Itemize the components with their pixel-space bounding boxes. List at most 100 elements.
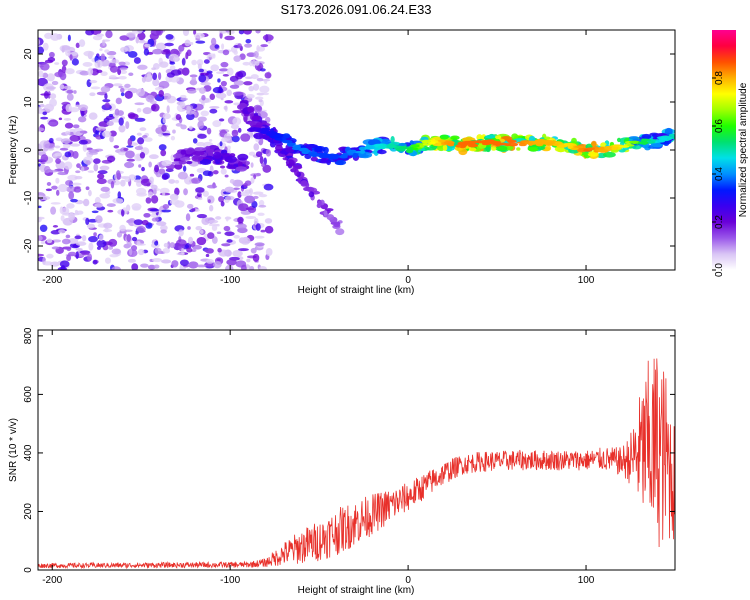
noise-blob bbox=[261, 163, 266, 168]
noise-blob bbox=[165, 168, 174, 173]
noise-blob bbox=[40, 240, 46, 245]
noise-blob bbox=[150, 30, 161, 36]
noise-blob bbox=[151, 103, 160, 112]
ridge-blob bbox=[317, 200, 323, 206]
noise-blob bbox=[201, 94, 206, 101]
noise-blob bbox=[237, 227, 248, 234]
noise-blob bbox=[195, 187, 205, 193]
noise-blob bbox=[160, 224, 168, 231]
noise-blob bbox=[104, 49, 110, 53]
ridge-blob bbox=[185, 149, 193, 155]
noise-blob bbox=[134, 145, 144, 151]
ridge-core-blob bbox=[421, 139, 432, 144]
noise-blob bbox=[79, 130, 87, 134]
noise-blob bbox=[107, 245, 114, 250]
noise-blob bbox=[226, 89, 232, 97]
x-tick-label: 0 bbox=[405, 275, 411, 286]
ridge-blob bbox=[326, 214, 335, 221]
noise-blob bbox=[77, 116, 87, 123]
noise-blob bbox=[43, 165, 51, 174]
noise-blob bbox=[168, 179, 176, 184]
noise-blob bbox=[214, 44, 220, 49]
noise-blob bbox=[258, 204, 267, 208]
noise-blob bbox=[127, 258, 136, 263]
noise-blob bbox=[230, 124, 240, 130]
noise-blob bbox=[78, 39, 86, 48]
ridge-blob bbox=[247, 106, 255, 113]
noise-blob bbox=[62, 143, 71, 149]
noise-blob bbox=[78, 139, 88, 145]
noise-blob bbox=[253, 83, 260, 91]
noise-blob bbox=[51, 185, 58, 190]
noise-blob bbox=[197, 120, 205, 129]
noise-blob bbox=[143, 137, 153, 142]
noise-blob bbox=[258, 199, 265, 207]
ridge-core-blob bbox=[556, 144, 568, 148]
noise-blob bbox=[169, 193, 179, 201]
ridge-core-blob bbox=[629, 140, 640, 144]
ridge-blob bbox=[315, 146, 326, 153]
noise-blob bbox=[242, 61, 251, 66]
noise-blob bbox=[184, 39, 191, 47]
noise-blob bbox=[96, 239, 107, 248]
noise-blob bbox=[153, 264, 160, 269]
noise-blob bbox=[237, 127, 242, 133]
noise-blob bbox=[41, 148, 48, 152]
noise-blob bbox=[225, 30, 231, 33]
noise-blob bbox=[160, 49, 171, 55]
noise-blob bbox=[168, 53, 179, 62]
noise-blob bbox=[255, 172, 262, 177]
noise-blob bbox=[141, 219, 149, 226]
ridge-core-blob bbox=[281, 139, 293, 144]
noise-blob bbox=[118, 124, 126, 133]
noise-blob bbox=[65, 234, 71, 239]
noise-blob bbox=[134, 117, 146, 122]
noise-blob bbox=[253, 143, 260, 151]
ridge-core-blob bbox=[495, 141, 502, 144]
noise-blob bbox=[240, 237, 251, 245]
noise-blob bbox=[246, 263, 250, 270]
noise-blob bbox=[143, 48, 150, 56]
noise-blob bbox=[255, 106, 262, 111]
noise-blob bbox=[45, 188, 52, 192]
noise-blob bbox=[67, 34, 71, 42]
noise-blob bbox=[106, 50, 117, 56]
noise-blob bbox=[175, 123, 183, 127]
noise-blob bbox=[232, 179, 244, 187]
snr-y-label: SNR (10 * v/v) bbox=[8, 418, 19, 482]
noise-blob bbox=[49, 93, 57, 100]
noise-blob bbox=[65, 130, 71, 136]
noise-blob bbox=[166, 105, 170, 114]
noise-blob bbox=[119, 224, 126, 232]
noise-blob bbox=[264, 80, 268, 85]
noise-blob bbox=[126, 233, 132, 243]
colorbar-tick-label: 0.4 bbox=[714, 167, 725, 181]
noise-blob bbox=[160, 132, 171, 136]
ridge-blob bbox=[333, 222, 341, 228]
noise-blob bbox=[220, 201, 225, 207]
ridge-core-blob bbox=[359, 149, 366, 154]
noise-blob bbox=[245, 215, 257, 219]
noise-blob bbox=[154, 164, 160, 173]
snr-x-axis: -200 -100 0 100 bbox=[42, 330, 595, 586]
noise-blob bbox=[111, 118, 121, 123]
noise-blob bbox=[143, 212, 151, 218]
noise-blob bbox=[149, 176, 154, 184]
noise-blob bbox=[69, 128, 76, 133]
noise-blob bbox=[133, 179, 143, 183]
noise-blob bbox=[162, 191, 166, 196]
colorbar: 0.0 0.2 0.4 0.6 0.8 Normalized spectral ampl… bbox=[712, 30, 749, 277]
noise-blob bbox=[240, 133, 251, 142]
noise-blob bbox=[224, 35, 235, 41]
noise-blob bbox=[161, 160, 172, 167]
spectrogram-y-label: Frequency (Hz) bbox=[8, 116, 19, 185]
noise-blob bbox=[177, 171, 188, 180]
noise-blob bbox=[137, 40, 148, 44]
noise-blob bbox=[172, 129, 176, 134]
noise-blob bbox=[147, 264, 156, 270]
noise-blob bbox=[210, 64, 220, 72]
noise-blob bbox=[88, 149, 100, 154]
ridge-blob bbox=[199, 158, 212, 166]
noise-blob bbox=[105, 30, 113, 39]
noise-blob bbox=[88, 152, 98, 155]
